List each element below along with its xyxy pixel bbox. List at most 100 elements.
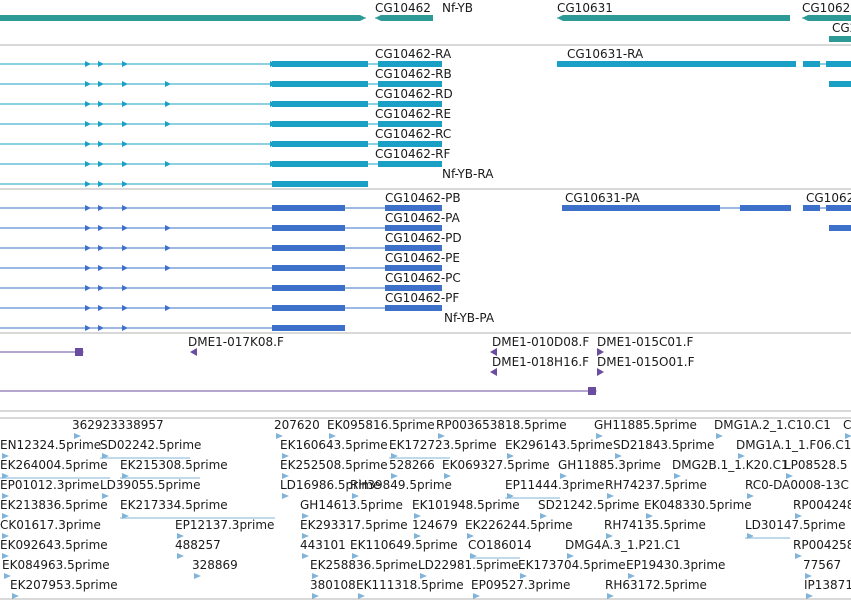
- est-feature[interactable]: [646, 513, 653, 519]
- protein-model[interactable]: [562, 205, 791, 211]
- est-feature[interactable]: [747, 493, 754, 499]
- clone-feature[interactable]: [0, 387, 597, 395]
- protein-model[interactable]: [0, 285, 442, 291]
- gene-bar-cg10631[interactable]: [557, 15, 790, 21]
- transcript-label-cg10631-ra: CG10631-RA: [567, 47, 644, 61]
- protein-label: CG10462-PC: [385, 271, 461, 285]
- est-feature[interactable]: [805, 573, 812, 579]
- est-feature[interactable]: [312, 573, 319, 579]
- est-feature[interactable]: [194, 573, 201, 579]
- est-feature[interactable]: [12, 593, 19, 599]
- est-feature[interactable]: [615, 453, 622, 459]
- transcript-label: CG10462-RC: [375, 127, 451, 141]
- est-feature[interactable]: [607, 593, 614, 599]
- transcript-model[interactable]: [0, 161, 442, 167]
- est-feature[interactable]: [607, 493, 614, 499]
- est-feature[interactable]: [444, 473, 451, 479]
- est-feature[interactable]: [596, 433, 603, 439]
- est-feature[interactable]: [177, 533, 184, 539]
- est-feature[interactable]: [102, 493, 109, 499]
- protein-model[interactable]: [0, 225, 442, 231]
- est-feature[interactable]: [628, 573, 635, 579]
- est-feature[interactable]: [302, 533, 309, 539]
- est-feature[interactable]: [282, 453, 289, 459]
- est-feature[interactable]: [567, 553, 574, 559]
- est-feature[interactable]: [414, 533, 421, 539]
- est-feature[interactable]: [606, 533, 613, 539]
- transcript-model[interactable]: [0, 101, 442, 107]
- est-feature[interactable]: [74, 433, 81, 439]
- est-feature[interactable]: [806, 593, 813, 599]
- gene-bar-cg2[interactable]: [829, 36, 851, 42]
- est-feature[interactable]: [414, 513, 421, 519]
- est-feature[interactable]: [282, 473, 289, 479]
- est-label: DMG1A.1_1.F06.C1: [736, 438, 851, 452]
- transcript-model[interactable]: [0, 141, 442, 147]
- est-label: GH11885.5prime: [594, 418, 697, 432]
- gene-bar-cg10462[interactable]: [0, 15, 366, 21]
- est-feature[interactable]: [438, 433, 445, 439]
- est-feature[interactable]: [540, 513, 547, 519]
- est-feature[interactable]: [302, 513, 309, 519]
- est-label: C: [843, 418, 851, 432]
- est-feature[interactable]: [177, 553, 184, 559]
- est-feature[interactable]: [420, 573, 427, 579]
- est-feature[interactable]: [352, 553, 359, 559]
- clone-feature[interactable]: [490, 348, 497, 356]
- est-feature[interactable]: [786, 473, 793, 479]
- transcript-model[interactable]: [0, 61, 442, 67]
- est-feature[interactable]: [560, 473, 567, 479]
- est-feature[interactable]: [738, 453, 745, 459]
- protein-model[interactable]: [0, 205, 442, 211]
- est-label: EK069327.5prime: [442, 458, 550, 472]
- clone-feature[interactable]: [0, 348, 84, 356]
- protein-model[interactable]: [0, 325, 345, 331]
- est-label: EK258836.5prime: [310, 558, 418, 572]
- est-feature[interactable]: [329, 433, 336, 439]
- est-feature[interactable]: [467, 533, 474, 539]
- est-feature[interactable]: [358, 593, 365, 599]
- clone-feature[interactable]: [190, 348, 197, 356]
- est-feature[interactable]: [312, 593, 319, 599]
- est-label: 528266: [389, 458, 435, 472]
- est-feature[interactable]: [352, 493, 359, 499]
- est-feature[interactable]: [2, 493, 9, 499]
- protein-model[interactable]: [829, 225, 851, 231]
- est-feature[interactable]: [282, 493, 289, 499]
- protein-model[interactable]: [0, 245, 442, 251]
- transcript-model[interactable]: [0, 81, 442, 87]
- protein-model[interactable]: [0, 265, 442, 271]
- transcript-model[interactable]: [557, 61, 796, 67]
- transcript-model[interactable]: [829, 81, 851, 87]
- est-feature[interactable]: [2, 553, 9, 559]
- est-feature[interactable]: [795, 513, 802, 519]
- protein-model[interactable]: [0, 305, 442, 311]
- clone-feature[interactable]: [597, 368, 604, 376]
- est-feature[interactable]: [845, 433, 851, 439]
- clone-feature[interactable]: [490, 368, 497, 376]
- est-feature[interactable]: [302, 553, 309, 559]
- transcript-model[interactable]: [0, 121, 442, 127]
- est-feature[interactable]: [674, 473, 681, 479]
- est-feature[interactable]: [391, 473, 398, 479]
- est-feature[interactable]: [2, 453, 9, 459]
- est-feature[interactable]: [276, 433, 283, 439]
- gene-bar-cg1062[interactable]: [802, 15, 851, 21]
- clone-feature[interactable]: [597, 348, 604, 356]
- transcript-label: Nf-YB-RA: [442, 167, 494, 181]
- est-feature[interactable]: [4, 573, 11, 579]
- est-feature[interactable]: [507, 453, 514, 459]
- gene-bar-nf-yb[interactable]: [375, 15, 433, 21]
- est-feature[interactable]: [2, 513, 9, 519]
- est-feature[interactable]: [520, 573, 527, 579]
- transcript-model[interactable]: [803, 61, 851, 67]
- est-feature[interactable]: [2, 533, 9, 539]
- est-feature[interactable]: [716, 433, 723, 439]
- transcript-model[interactable]: [0, 181, 368, 187]
- est-feature[interactable]: [473, 593, 480, 599]
- protein-model[interactable]: [803, 205, 851, 211]
- est-label: EK111318.5prime: [356, 578, 464, 592]
- est-feature[interactable]: [795, 553, 802, 559]
